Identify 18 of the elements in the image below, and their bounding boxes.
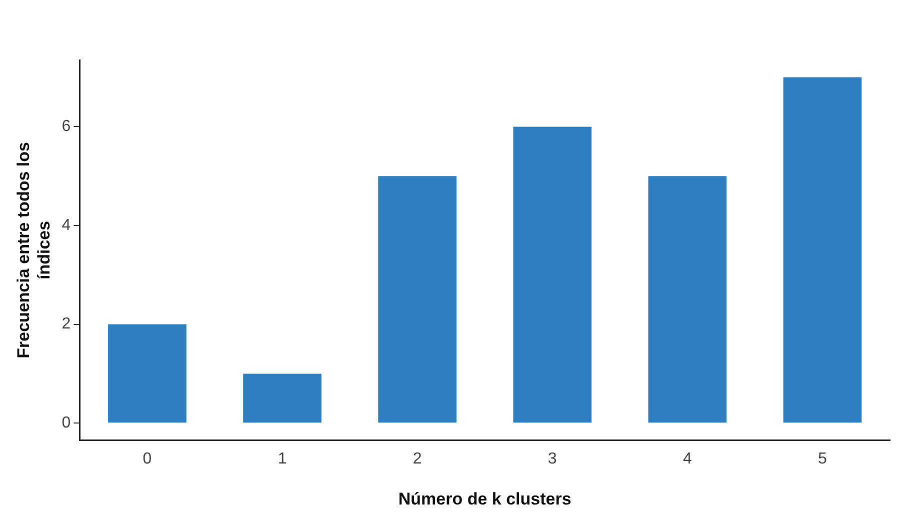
y-tick-label: 2 (62, 316, 71, 333)
bar (513, 126, 592, 423)
x-tick-label: 3 (548, 450, 557, 468)
x-tick-label: 1 (278, 450, 287, 468)
x-tick-label: 0 (142, 450, 152, 468)
y-tick-label: 0 (62, 414, 71, 432)
x-tick-label: 5 (818, 450, 828, 468)
bar (243, 374, 322, 423)
bar (378, 176, 456, 423)
y-tick-label: 4 (62, 216, 71, 234)
y-tick-label: 6 (62, 118, 71, 136)
bar (648, 176, 727, 423)
x-axis-title: Número de k clusters (398, 489, 572, 508)
x-tick-label: 2 (412, 450, 422, 468)
bar (108, 324, 186, 423)
bar (783, 77, 862, 423)
y-axis-title: Frecuencia entre todos los índices (14, 142, 54, 358)
x-tick-label: 4 (682, 450, 692, 468)
